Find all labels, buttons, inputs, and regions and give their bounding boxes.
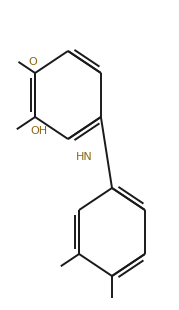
Text: HN: HN <box>76 152 93 162</box>
Text: O: O <box>28 57 37 67</box>
Text: OH: OH <box>31 126 48 136</box>
